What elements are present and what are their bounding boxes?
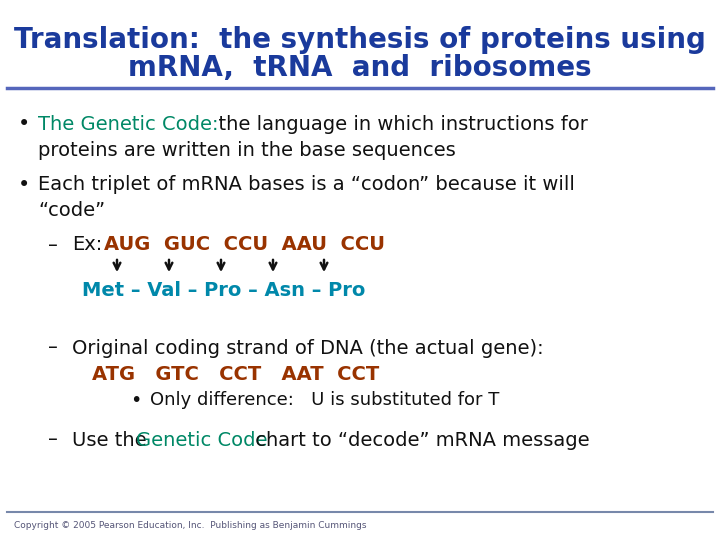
Text: Translation:  the synthesis of proteins using: Translation: the synthesis of proteins u… bbox=[14, 26, 706, 54]
Text: Use the: Use the bbox=[72, 430, 153, 449]
Text: –: – bbox=[48, 339, 58, 357]
Text: •: • bbox=[18, 114, 30, 134]
Text: Each triplet of mRNA bases is a “codon” because it will: Each triplet of mRNA bases is a “codon” … bbox=[38, 176, 575, 194]
Text: •: • bbox=[18, 175, 30, 195]
Text: The Genetic Code:: The Genetic Code: bbox=[38, 114, 218, 133]
Text: the language in which instructions for: the language in which instructions for bbox=[206, 114, 588, 133]
Text: •: • bbox=[130, 390, 141, 409]
Text: Only difference:   U is substituted for T: Only difference: U is substituted for T bbox=[150, 391, 500, 409]
Text: –: – bbox=[48, 430, 58, 449]
Text: Ex:: Ex: bbox=[72, 235, 102, 254]
Text: chart to “decode” mRNA message: chart to “decode” mRNA message bbox=[249, 430, 590, 449]
Text: mRNA,  tRNA  and  ribosomes: mRNA, tRNA and ribosomes bbox=[128, 54, 592, 82]
Text: proteins are written in the base sequences: proteins are written in the base sequenc… bbox=[38, 140, 456, 159]
Text: AUG  GUC  CCU  AAU  CCU: AUG GUC CCU AAU CCU bbox=[104, 235, 385, 254]
Text: Original coding strand of DNA (the actual gene):: Original coding strand of DNA (the actua… bbox=[72, 339, 544, 357]
Text: Genetic Code: Genetic Code bbox=[136, 430, 268, 449]
Text: Met – Val – Pro – Asn – Pro: Met – Val – Pro – Asn – Pro bbox=[82, 281, 365, 300]
Text: “code”: “code” bbox=[38, 201, 105, 220]
Text: Copyright © 2005 Pearson Education, Inc.  Publishing as Benjamin Cummings: Copyright © 2005 Pearson Education, Inc.… bbox=[14, 522, 366, 530]
Text: –: – bbox=[48, 235, 58, 254]
Text: ATG   GTC   CCT   AAT  CCT: ATG GTC CCT AAT CCT bbox=[92, 364, 379, 383]
